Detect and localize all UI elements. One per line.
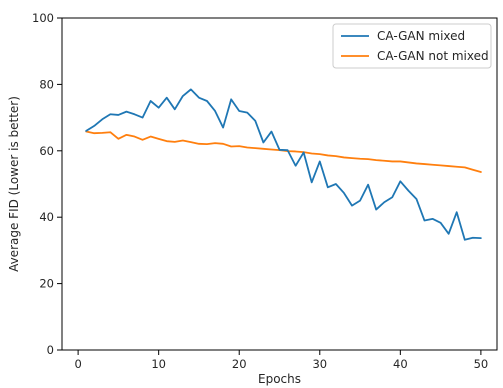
y-tick-label: 80 xyxy=(39,77,54,91)
y-tick-label: 60 xyxy=(39,144,54,158)
x-tick-label: 20 xyxy=(232,357,247,371)
legend-label-mixed: CA-GAN mixed xyxy=(377,29,465,43)
x-axis-label: Epochs xyxy=(258,372,301,386)
x-tick-label: 0 xyxy=(74,357,81,371)
x-tick-label: 40 xyxy=(393,357,408,371)
legend-label-not-mixed: CA-GAN not mixed xyxy=(377,49,489,63)
y-tick-label: 100 xyxy=(32,11,54,25)
x-axis: 0 10 20 30 40 50 xyxy=(74,350,488,371)
y-tick-label: 40 xyxy=(39,210,54,224)
y-axis-label: Average FID (Lower is better) xyxy=(7,96,21,272)
y-tick-label: 20 xyxy=(39,277,54,291)
x-tick-label: 10 xyxy=(151,357,166,371)
x-tick-label: 50 xyxy=(474,357,489,371)
y-tick-label: 0 xyxy=(47,343,54,357)
x-tick-label: 30 xyxy=(312,357,327,371)
legend: CA-GAN mixed CA-GAN not mixed xyxy=(333,24,491,68)
y-axis: 0 20 40 60 80 100 xyxy=(32,11,62,357)
